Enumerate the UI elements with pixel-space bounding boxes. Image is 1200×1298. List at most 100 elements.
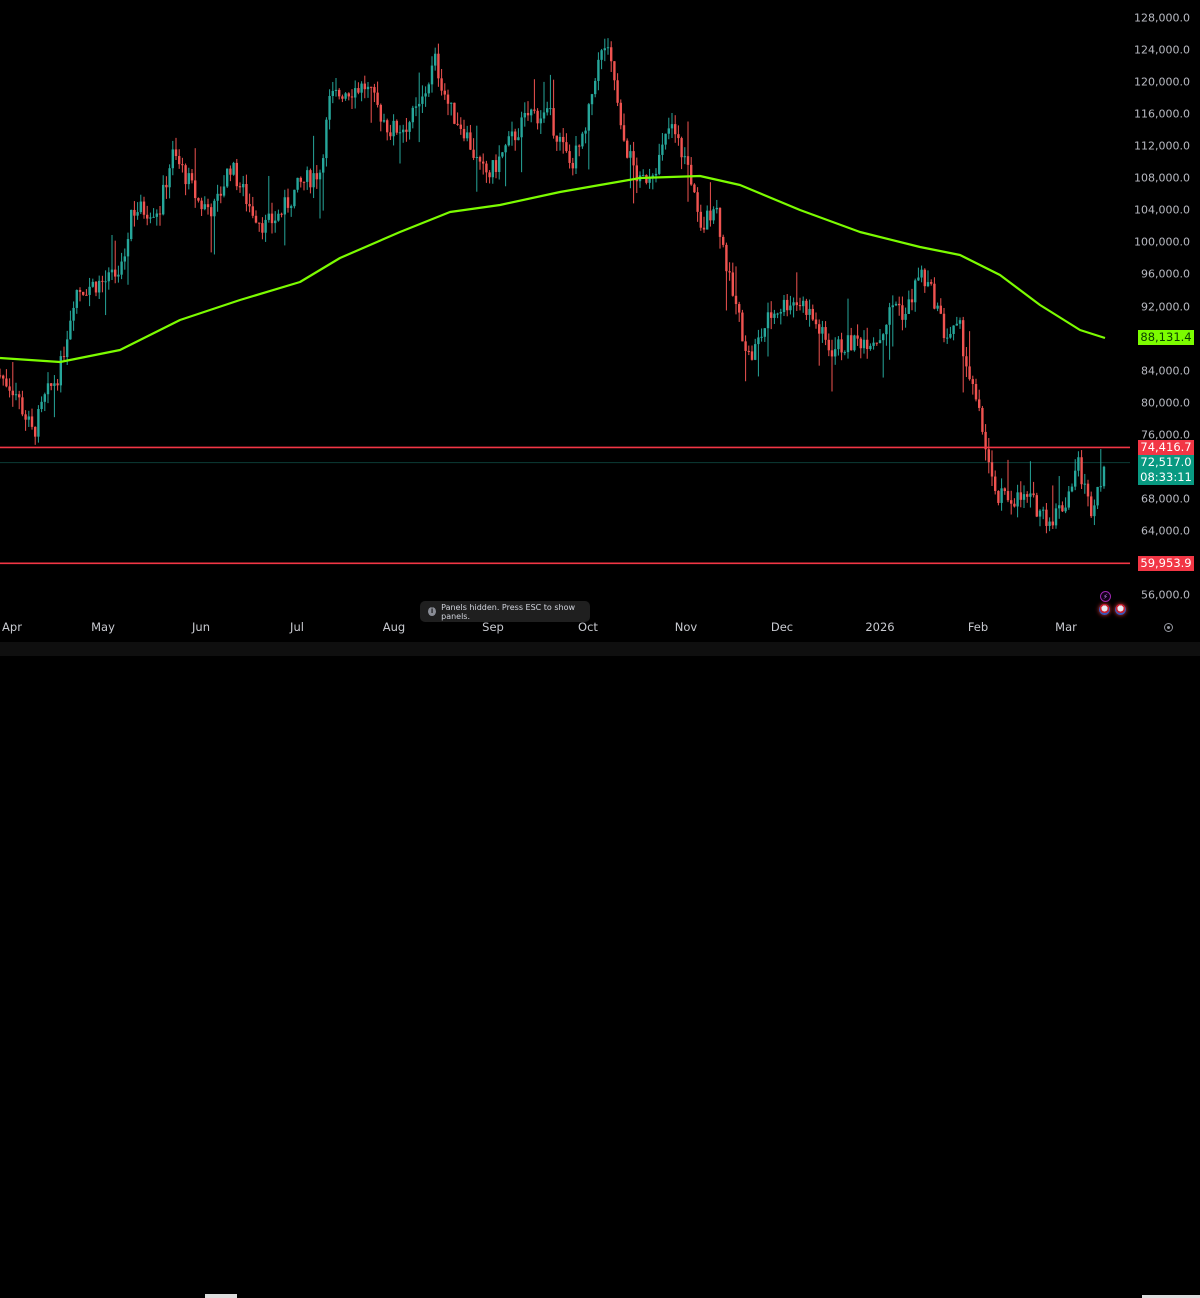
candle-down [462, 128, 466, 139]
candlestick-chart[interactable] [0, 0, 1130, 612]
candle-down [146, 214, 149, 219]
candle-down [994, 476, 997, 491]
candle-down [286, 197, 290, 208]
toast-text: Panels hidden. Press ESC to show panels. [441, 602, 576, 621]
panels-hidden-toast: i Panels hidden. Press ESC to show panel… [420, 601, 590, 622]
candle-down [690, 164, 693, 185]
candle-down [142, 201, 146, 215]
candle-up [1096, 486, 1099, 506]
candle-down [744, 341, 747, 351]
candle-up [123, 256, 126, 262]
candle-down [376, 92, 379, 105]
candle-up [126, 239, 130, 257]
candle-down [1019, 492, 1022, 500]
scroll-indicator[interactable] [205, 1294, 237, 1298]
candle-up [149, 217, 152, 219]
candle-down [219, 193, 222, 196]
chart-settings-icon[interactable] [1164, 623, 1173, 632]
candle-down [309, 170, 312, 188]
candle-down [562, 136, 565, 143]
candle-up [1067, 491, 1070, 508]
candle-down [981, 407, 984, 432]
candle-up [917, 277, 920, 281]
candle-down [341, 96, 344, 99]
price-tick-label: 116,000.0 [1134, 107, 1190, 121]
candle-down [635, 165, 638, 182]
candle-up [107, 272, 110, 282]
candle-up [517, 137, 520, 141]
candle-up [885, 324, 888, 335]
price-tick-label: 64,000.0 [1141, 524, 1190, 538]
candle-up [59, 356, 62, 386]
candle-up [104, 281, 107, 283]
candle-up [296, 177, 299, 190]
candle-down [1051, 521, 1054, 526]
candle-down [939, 305, 942, 314]
candle-down [1026, 494, 1029, 497]
candle-down [738, 304, 741, 313]
candle-down [965, 356, 968, 367]
candle-up [763, 328, 766, 337]
candle-down [261, 223, 264, 233]
candle-down [1003, 488, 1006, 492]
candle-down [443, 90, 446, 95]
candle-up [110, 269, 114, 273]
chart-pane[interactable] [0, 0, 1130, 612]
candle-up [117, 274, 120, 277]
candle-down [610, 47, 613, 62]
candle-up [766, 312, 770, 329]
us-flag-event-icon[interactable] [1115, 604, 1126, 615]
candle-up [843, 352, 846, 354]
price-axis[interactable]: 128,000.0 124,000.0 120,000.0 116,000.0 112,… [1130, 0, 1200, 612]
candle-up [366, 86, 370, 90]
candle-down [859, 338, 862, 349]
candle-down [200, 200, 203, 210]
candle-down [446, 94, 450, 104]
candle-up [328, 96, 331, 120]
candle-up [600, 50, 603, 60]
candle-up [1093, 505, 1096, 517]
candle-down [680, 138, 683, 158]
price-tick-label: 68,000.0 [1141, 492, 1190, 506]
candle-up [558, 136, 562, 142]
candle-up [466, 132, 469, 139]
us-flag-event-icon[interactable] [1099, 604, 1110, 615]
time-axis[interactable]: Apr May Jun Jul Aug Sep Oct Nov Dec 2026 Feb Mar [0, 612, 1200, 642]
candle-up [504, 145, 507, 153]
candle-down [254, 215, 258, 223]
price-tick-label: 124,000.0 [1134, 43, 1190, 57]
info-icon: i [428, 607, 437, 616]
candle-down [472, 149, 475, 158]
candle-down [1010, 500, 1013, 504]
candle-down [178, 156, 181, 165]
candle-up [402, 129, 405, 133]
candle-down [718, 207, 722, 237]
candle-down [984, 431, 987, 450]
lightning-event-icon[interactable]: ⚡ [1100, 591, 1111, 602]
candle-up [434, 53, 437, 66]
candle-down [18, 394, 21, 398]
candle-down [437, 53, 440, 79]
candle-down [968, 366, 971, 380]
candle-up [27, 416, 30, 420]
last-price-countdown-label: 72,517.0 08:33:11 [1138, 454, 1194, 485]
candle-down [830, 350, 834, 357]
candle-down [133, 209, 136, 216]
candle-down [971, 379, 974, 385]
candle-up [450, 102, 453, 104]
candle-up [226, 168, 229, 187]
candle-up [520, 117, 523, 138]
candle-up [523, 112, 526, 118]
price-tick-label: 108,000.0 [1134, 171, 1190, 185]
candle-up [888, 307, 891, 325]
candle-up [1038, 510, 1042, 517]
candle-up [837, 339, 840, 350]
candle-down [488, 172, 491, 178]
candle-up [334, 89, 338, 91]
candle-up [539, 118, 542, 124]
candle-up [293, 189, 296, 207]
candle-down [299, 177, 302, 182]
candle-down [814, 319, 818, 325]
candle-down [190, 173, 194, 181]
candle-down [930, 282, 933, 284]
